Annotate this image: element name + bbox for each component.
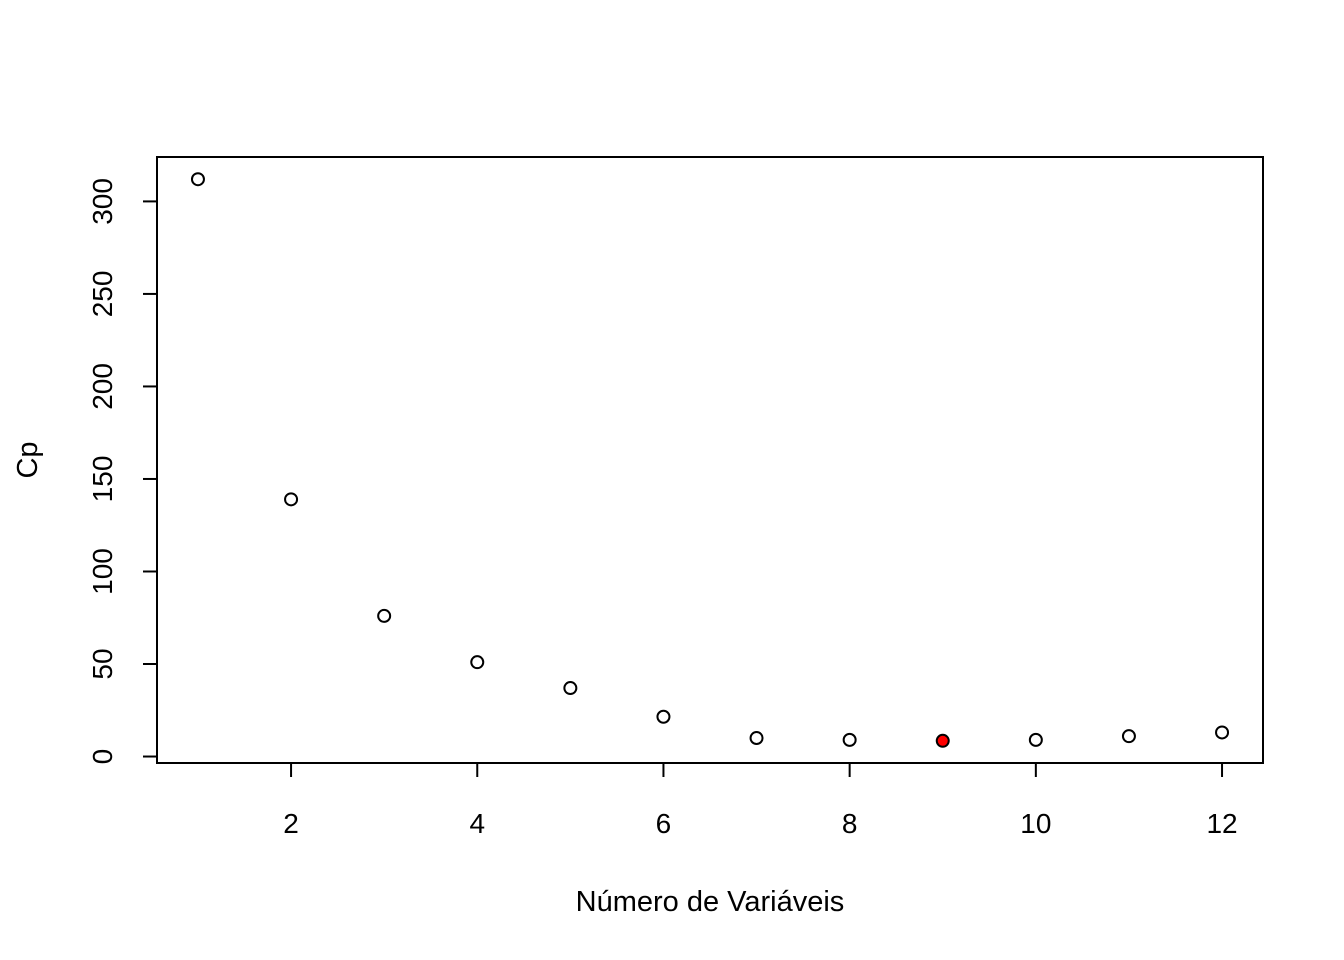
y-axis-label: Cp xyxy=(12,441,44,478)
x-tick-label: 8 xyxy=(842,808,858,839)
x-axis: 2 4 6 8 10 12 xyxy=(283,762,1238,839)
x-tick-label: 4 xyxy=(469,808,485,839)
x-axis-label: Número de Variáveis xyxy=(576,886,845,918)
data-point xyxy=(1028,732,1043,747)
y-tick-label: 150 xyxy=(87,456,118,503)
data-point xyxy=(656,709,671,724)
y-tick-label: 0 xyxy=(87,749,118,765)
x-tick-label: 2 xyxy=(283,808,299,839)
y-tick-label: 250 xyxy=(87,271,118,318)
data-point xyxy=(470,655,485,670)
y-tick-label: 50 xyxy=(87,648,118,679)
y-tick-label: 200 xyxy=(87,363,118,410)
x-tick-label: 6 xyxy=(656,808,672,839)
data-point xyxy=(284,492,299,507)
highlighted-point xyxy=(935,733,950,748)
data-point xyxy=(1121,729,1136,744)
y-tick-label: 300 xyxy=(87,178,118,225)
x-tick-label: 10 xyxy=(1020,808,1051,839)
data-point xyxy=(749,731,764,746)
x-tick-label: 12 xyxy=(1206,808,1237,839)
y-axis: 0 50 100 150 200 250 300 xyxy=(87,178,158,765)
data-point xyxy=(190,172,205,187)
data-point xyxy=(563,681,578,696)
data-points xyxy=(190,172,1230,748)
data-point xyxy=(377,608,392,623)
data-point xyxy=(842,732,857,747)
data-point xyxy=(1215,725,1230,740)
y-tick-label: 100 xyxy=(87,548,118,595)
plot-frame xyxy=(156,156,1264,764)
